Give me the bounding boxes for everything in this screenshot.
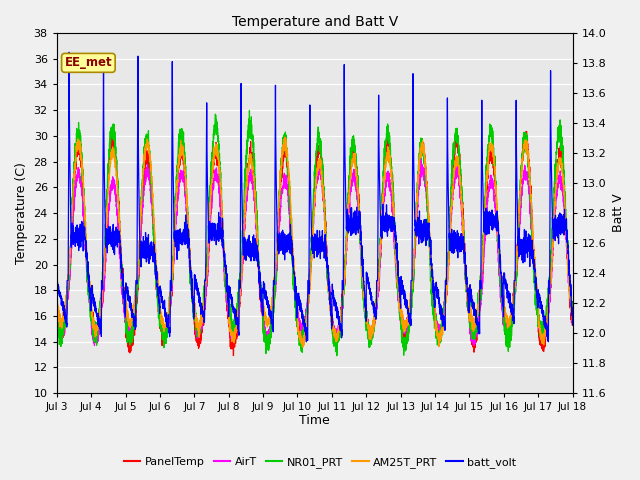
Y-axis label: Temperature (C): Temperature (C) [15,162,28,264]
Y-axis label: Batt V: Batt V [612,194,625,232]
Legend: PanelTemp, AirT, NR01_PRT, AM25T_PRT, batt_volt: PanelTemp, AirT, NR01_PRT, AM25T_PRT, ba… [119,452,521,472]
X-axis label: Time: Time [300,414,330,427]
Text: EE_met: EE_met [65,56,112,69]
Title: Temperature and Batt V: Temperature and Batt V [232,15,398,29]
